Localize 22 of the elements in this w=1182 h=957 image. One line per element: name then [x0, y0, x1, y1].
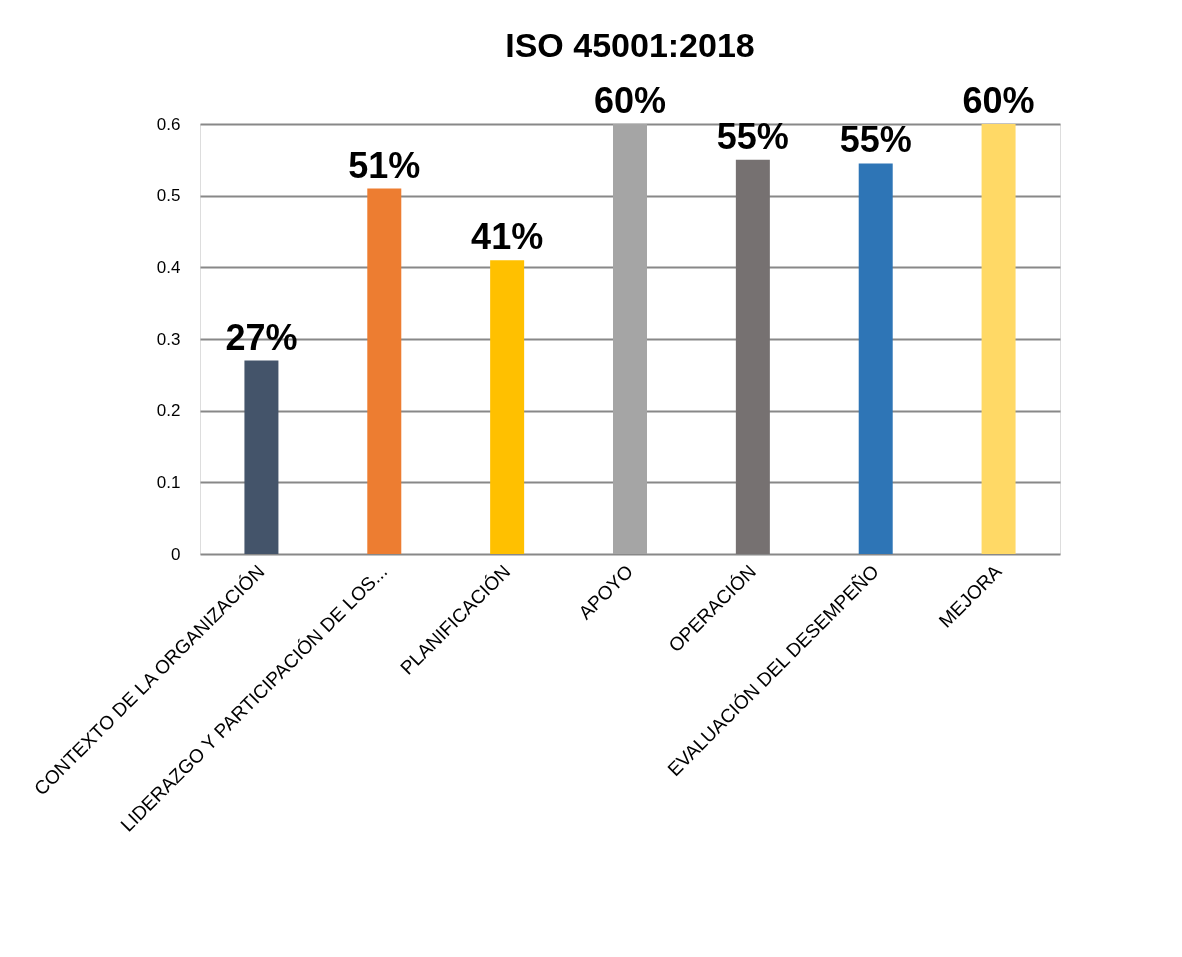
bar [735, 159, 770, 554]
data-label: 55% [716, 115, 789, 157]
bar [490, 260, 525, 554]
y-tick-label: 0.4 [156, 257, 181, 277]
bar [613, 124, 647, 554]
y-tick-label: 0 [171, 544, 181, 564]
data-label: 41% [471, 216, 544, 258]
chart-title: ISO 45001:2018 [505, 26, 755, 64]
y-tick-label: 0.5 [156, 186, 181, 206]
data-label: 51% [348, 144, 421, 186]
y-tick-label: 0.1 [156, 472, 181, 492]
y-tick-label: 0.3 [156, 329, 181, 349]
data-label: 55% [839, 119, 912, 161]
bar [367, 188, 402, 554]
data-label: 60% [593, 80, 667, 121]
data-label: 60% [962, 80, 1035, 121]
bar [244, 360, 279, 554]
bar [858, 163, 893, 554]
y-tick-label: 0.2 [156, 401, 181, 421]
data-label: 27% [225, 316, 298, 358]
y-tick-label: 0.6 [156, 114, 181, 134]
bar [981, 124, 1016, 554]
